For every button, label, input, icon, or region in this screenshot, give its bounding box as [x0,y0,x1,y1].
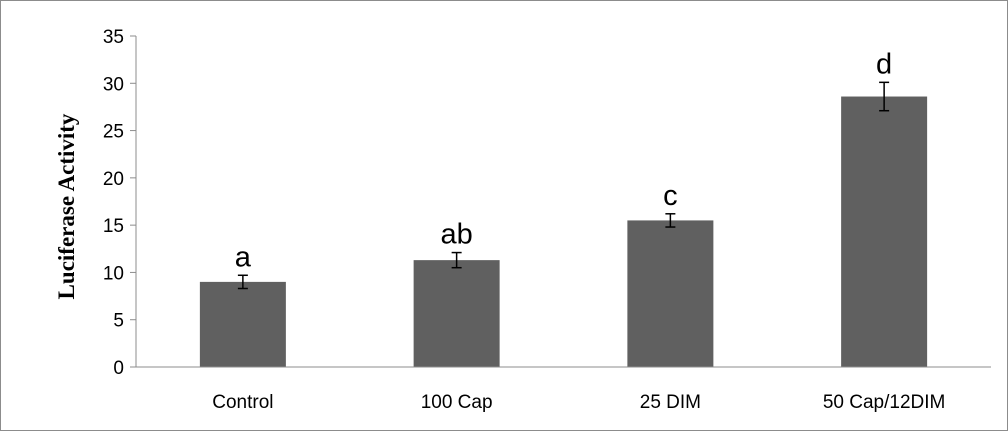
y-tick-label: 5 [113,311,124,332]
error-bar-0 [237,274,248,290]
x-category-label: Control [212,392,273,413]
y-axis-title: Luciferase Activity [54,113,79,299]
x-category-label: 25 DIM [640,392,701,413]
error-bar-2 [665,213,676,228]
bar-0 [199,281,286,367]
y-tick-label: 10 [103,263,124,284]
x-category-label: 100 Cap [421,392,493,413]
y-tick-label: 25 [103,122,124,143]
significance-label-0: a [235,241,252,273]
y-tick-label: 20 [103,169,124,190]
bar-2 [627,220,714,367]
y-tick-label: 15 [103,216,124,237]
error-bar-1 [451,251,462,269]
bar-3 [841,96,928,368]
y-tick-label: 35 [103,27,124,48]
y-tick-label: 30 [103,74,124,95]
significance-label-1: ab [440,219,472,251]
significance-label-3: d [876,48,892,80]
error-bar-3 [879,81,890,112]
bar-1 [413,260,500,367]
y-tick-label: 0 [113,358,124,379]
x-category-label: 50 Cap/12DIM [823,392,946,413]
significance-label-2: c [663,180,678,212]
